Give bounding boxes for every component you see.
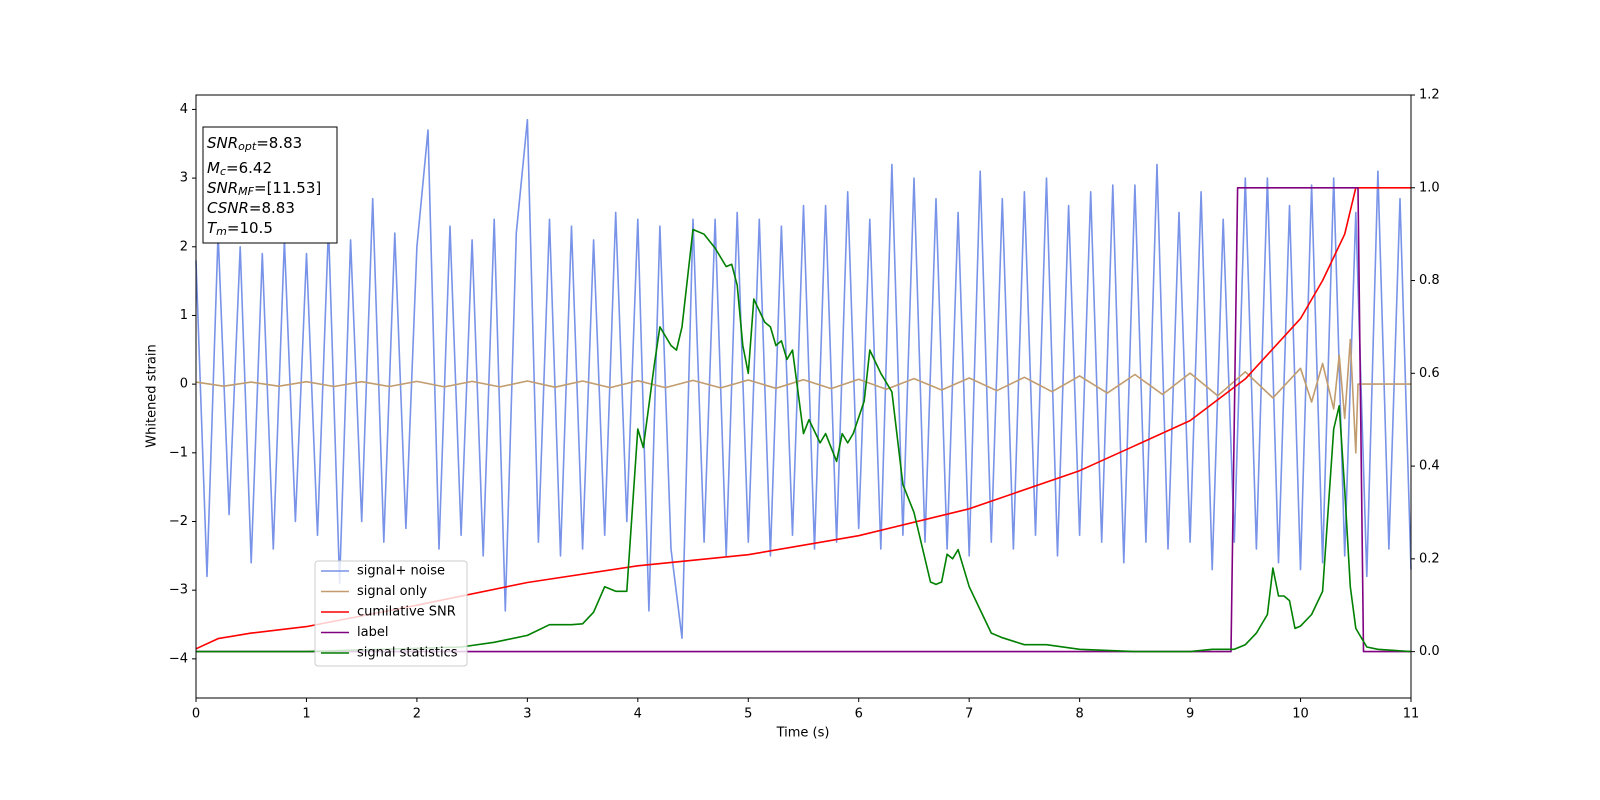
y-tick-label: 2: [180, 239, 188, 254]
y2-tick-label: 0.6: [1419, 366, 1440, 381]
x-tick-label: 1: [302, 707, 310, 722]
series-line: [195, 187, 1411, 650]
y2-tick-label: 1.2: [1419, 88, 1440, 103]
x-tick-label: 0: [192, 707, 200, 722]
annotation-symbol: CSNR: [207, 199, 249, 217]
annotation-line: SNRMF=[11.53]: [207, 179, 321, 199]
y-tick-label: −2: [169, 514, 188, 529]
annotation-subscript: MF: [238, 185, 254, 198]
y-tick-label: 1: [180, 308, 188, 323]
plot-frame: [195, 94, 1412, 699]
x-tick-label: 8: [1075, 707, 1083, 722]
annotation-text: =10.5: [227, 219, 273, 237]
annotation-subscript: m: [216, 225, 227, 238]
y-tick-label: −4: [169, 651, 188, 666]
y-axis-label: Whitened strain: [145, 344, 160, 447]
y2-tick-label: 0.8: [1419, 273, 1440, 288]
y-tick-label: −1: [169, 445, 188, 460]
annotation-symbol: M: [207, 159, 220, 177]
y-tick-label: −3: [169, 583, 188, 598]
x-tick-label: 9: [1186, 707, 1194, 722]
annotation-symbol: SNR: [207, 134, 238, 152]
legend-label: signal only: [357, 584, 427, 599]
annotation-subscript: c: [220, 165, 226, 178]
annotation-text: =6.42: [226, 159, 272, 177]
x-tick-label: 5: [744, 707, 752, 722]
annotation-subscript: opt: [238, 140, 257, 153]
annotation-line: Mc=6.42: [207, 159, 272, 179]
annotation-line: Tm=10.5: [207, 219, 273, 239]
y2-tick-label: 1.0: [1419, 180, 1440, 195]
x-tick-label: 6: [855, 707, 863, 722]
x-axis-label: Time (s): [776, 726, 830, 741]
annotation-text: =8.83: [256, 134, 302, 152]
annotation-line: CSNR=8.83: [207, 199, 295, 217]
legend-label: signal+ noise: [357, 564, 445, 579]
y2-tick-label: 0.0: [1419, 644, 1440, 659]
x-tick-label: 2: [413, 707, 421, 722]
x-tick-label: 7: [965, 707, 973, 722]
x-tick-label: 11: [1403, 707, 1420, 722]
annotation-box: SNRopt=8.83Mc=6.42SNRMF=[11.53]CSNR=8.83…: [202, 126, 338, 244]
legend-label: label: [357, 625, 388, 640]
y-tick-label: 3: [180, 171, 188, 186]
y2-tick-label: 0.4: [1419, 459, 1440, 474]
x-tick-label: 4: [634, 707, 642, 722]
series-line: [195, 118, 1412, 639]
x-tick-label: 10: [1292, 707, 1309, 722]
annotation-line: SNRopt=8.83: [207, 134, 302, 154]
y2-tick-label: 0.2: [1419, 551, 1440, 566]
annotation-text: =[11.53]: [254, 179, 321, 197]
annotation-symbol: SNR: [207, 179, 238, 197]
legend-label: cumilative SNR: [357, 605, 456, 620]
legend-frame: [314, 560, 468, 667]
y-tick-label: 0: [180, 377, 188, 392]
annotation-text: =8.83: [249, 199, 295, 217]
y-tick-label: 4: [180, 102, 188, 117]
legend: signal+ noise signal only cumilative SNR la…: [314, 560, 468, 667]
series-line: [196, 187, 1411, 653]
x-tick-label: 3: [523, 707, 531, 722]
annotation-symbol: T: [207, 219, 218, 237]
legend-label: signal statistics: [357, 646, 458, 661]
series-line: [195, 338, 1411, 454]
series-line: [196, 228, 1412, 653]
annotation-frame: [202, 126, 338, 244]
